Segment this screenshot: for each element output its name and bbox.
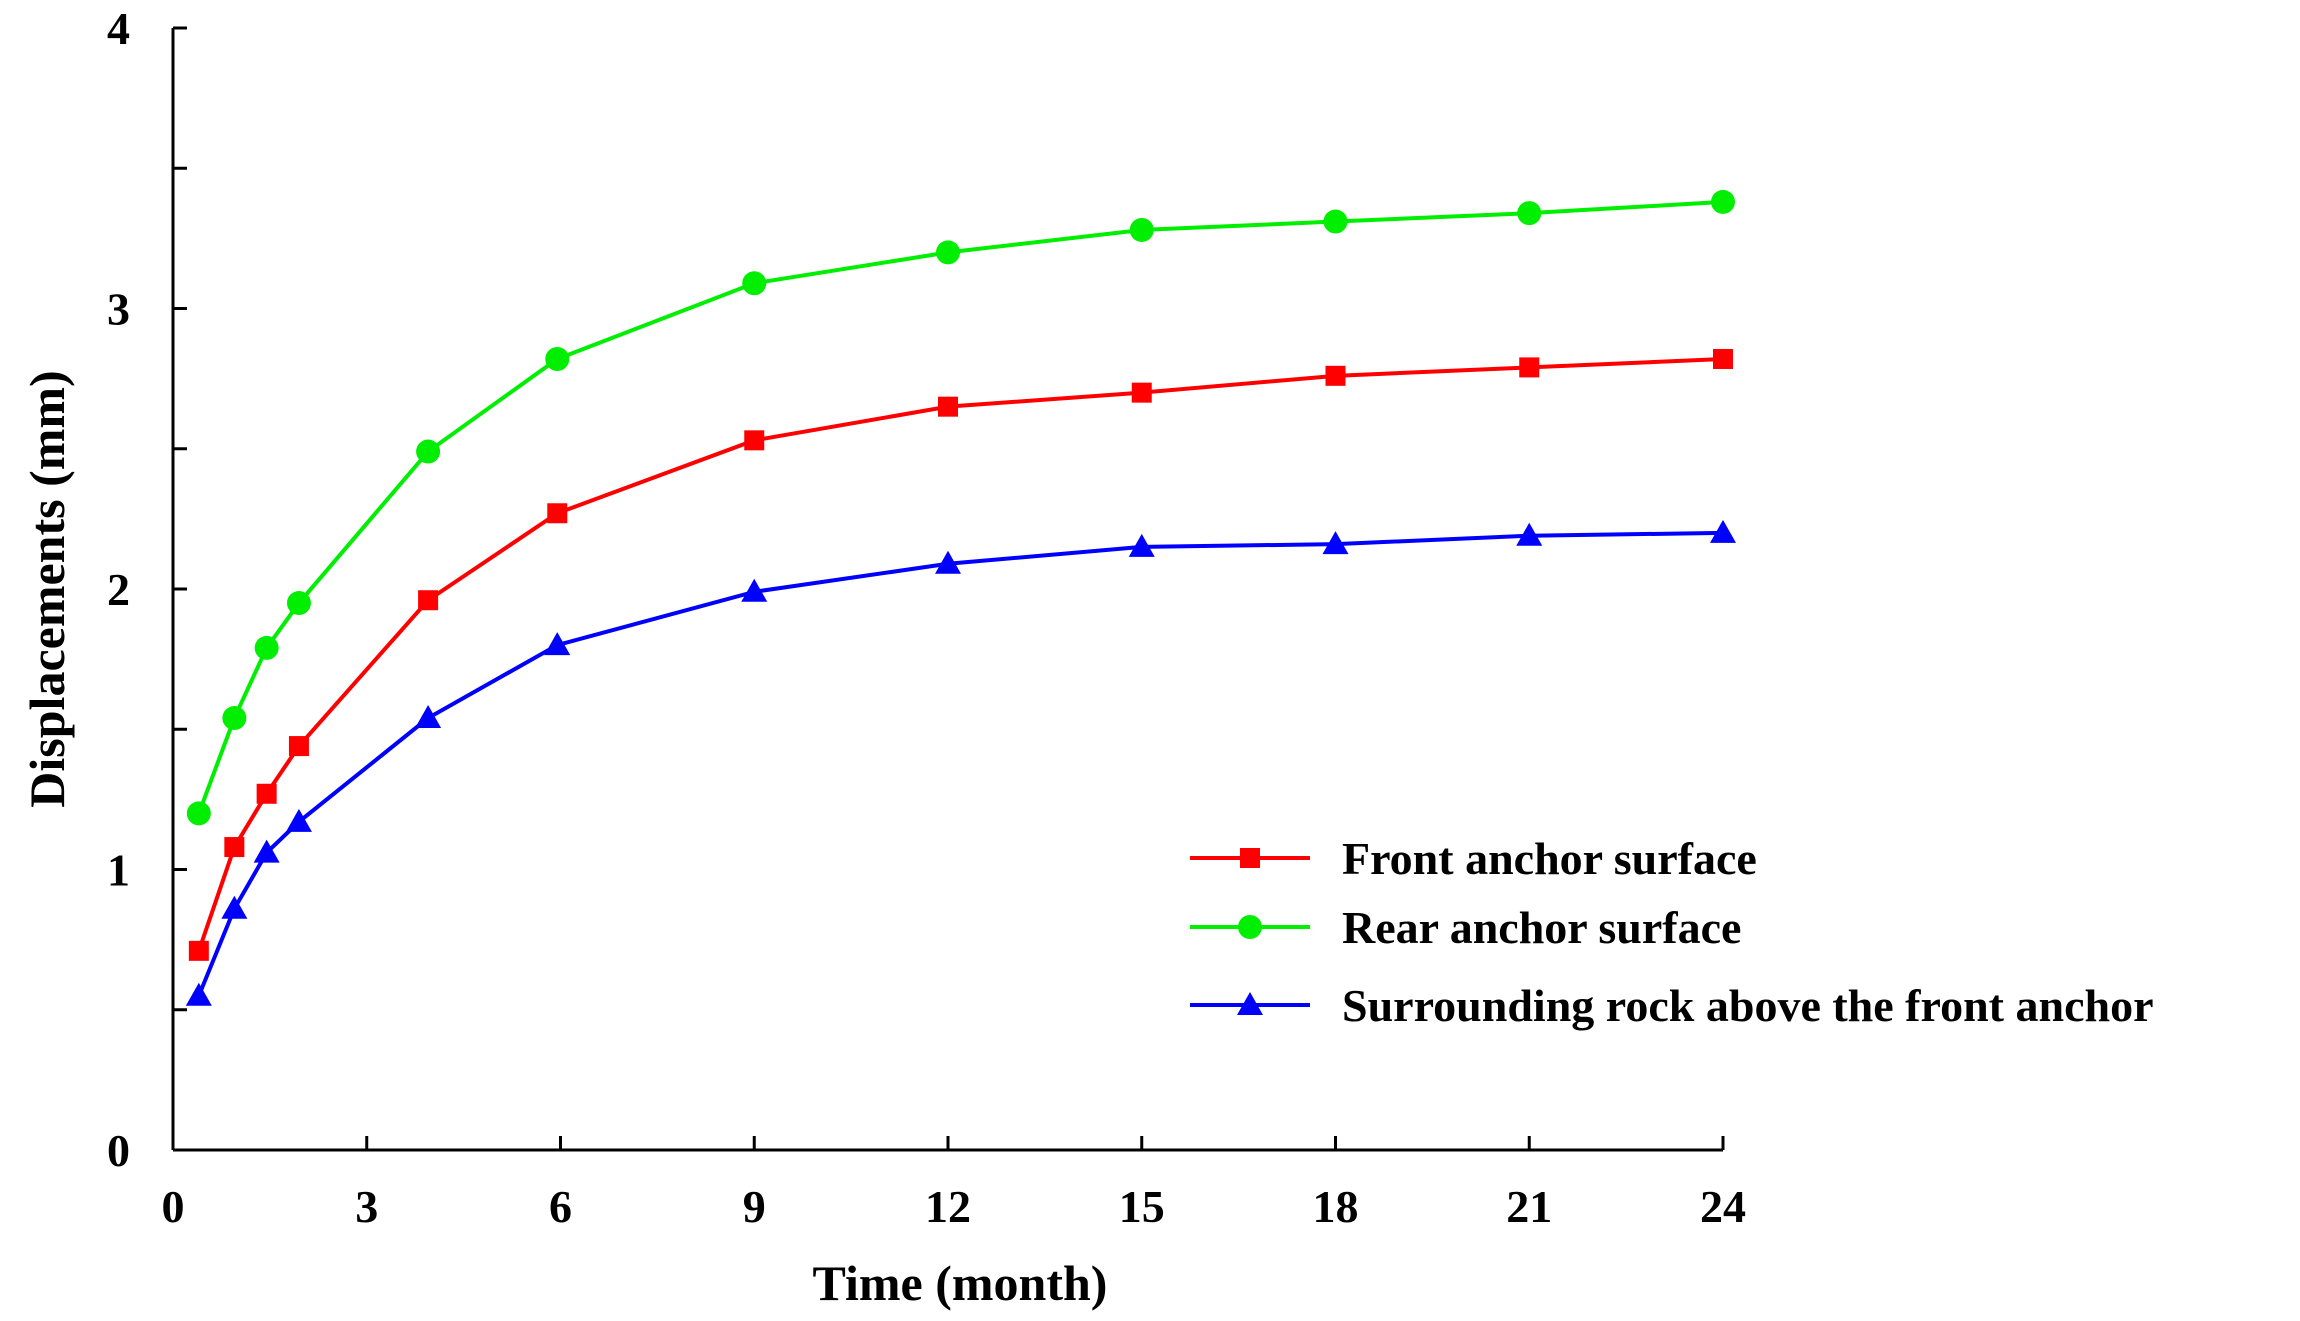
- data-point: [185, 982, 212, 1006]
- data-point: [1519, 357, 1540, 378]
- x-tick-label: 3: [355, 1181, 378, 1232]
- y-ticks: 0 1 2 3 4: [107, 3, 187, 1176]
- data-point: [1131, 382, 1152, 403]
- data-point: [1325, 365, 1346, 386]
- x-tick-label: 18: [1313, 1181, 1359, 1232]
- data-point: [188, 940, 209, 961]
- legend-item: Front anchor surface: [1190, 833, 1757, 884]
- x-tick-label: 9: [743, 1181, 766, 1232]
- y-axis-title: Displacements (mm): [19, 370, 75, 807]
- y-tick-label: 4: [107, 3, 130, 54]
- data-point: [1516, 522, 1543, 546]
- data-point: [1710, 519, 1736, 543]
- legend-marker: [1238, 915, 1262, 939]
- data-point: [547, 503, 568, 524]
- legend-marker: [1237, 992, 1263, 1015]
- data-point: [418, 590, 439, 611]
- legend-item: Surrounding rock above the front anchor: [1190, 980, 2154, 1031]
- data-point: [186, 801, 211, 826]
- series-line: [196, 199, 1724, 815]
- data-point: [1713, 348, 1733, 369]
- legend-label: Rear anchor surface: [1342, 902, 1741, 953]
- data-point: [545, 346, 570, 371]
- series-layer: [185, 189, 1736, 1006]
- data-point: [286, 591, 311, 616]
- y-tick-label: 0: [107, 1125, 130, 1176]
- data-point: [1322, 531, 1349, 555]
- series-3: [185, 519, 1736, 1006]
- x-tick-label: 0: [162, 1181, 185, 1232]
- data-point: [936, 240, 960, 265]
- y-tick-label: 3: [107, 284, 130, 335]
- data-point: [742, 271, 767, 296]
- data-point: [1129, 217, 1154, 242]
- x-ticks: 0 3 6 9 12 15 18 21 24: [162, 1136, 1746, 1232]
- y-tick-label: 1: [107, 845, 130, 896]
- data-point: [224, 837, 245, 858]
- data-point: [741, 578, 768, 602]
- x-tick-label: 24: [1700, 1181, 1746, 1232]
- data-point: [1711, 189, 1735, 214]
- y-tick-label: 2: [107, 564, 130, 615]
- data-point: [288, 736, 309, 757]
- data-point: [1517, 201, 1542, 226]
- data-point: [744, 430, 765, 451]
- legend-label: Front anchor surface: [1342, 833, 1757, 884]
- x-tick-label: 12: [925, 1181, 971, 1232]
- legend-label: Surrounding rock above the front anchor: [1342, 980, 2154, 1031]
- legend: Front anchor surface Rear anchor surface S…: [1190, 833, 2154, 1031]
- data-point: [1128, 533, 1155, 557]
- data-point: [254, 635, 279, 660]
- legend-marker: [1240, 848, 1260, 868]
- data-point: [221, 895, 248, 919]
- legend-item: Rear anchor surface: [1190, 902, 1741, 953]
- data-point: [1323, 209, 1348, 234]
- x-axis-title: Time (month): [813, 1255, 1108, 1311]
- data-point: [935, 550, 961, 574]
- data-point: [285, 808, 312, 832]
- x-tick-label: 21: [1506, 1181, 1552, 1232]
- data-point: [222, 706, 247, 731]
- series-2: [186, 189, 1735, 826]
- x-tick-label: 15: [1119, 1181, 1165, 1232]
- data-point: [253, 839, 280, 863]
- data-point: [544, 632, 571, 656]
- data-point: [415, 705, 442, 729]
- data-point: [938, 396, 958, 417]
- series-1: [188, 348, 1733, 961]
- data-point: [416, 439, 441, 464]
- x-tick-label: 6: [549, 1181, 572, 1232]
- data-point: [256, 783, 277, 804]
